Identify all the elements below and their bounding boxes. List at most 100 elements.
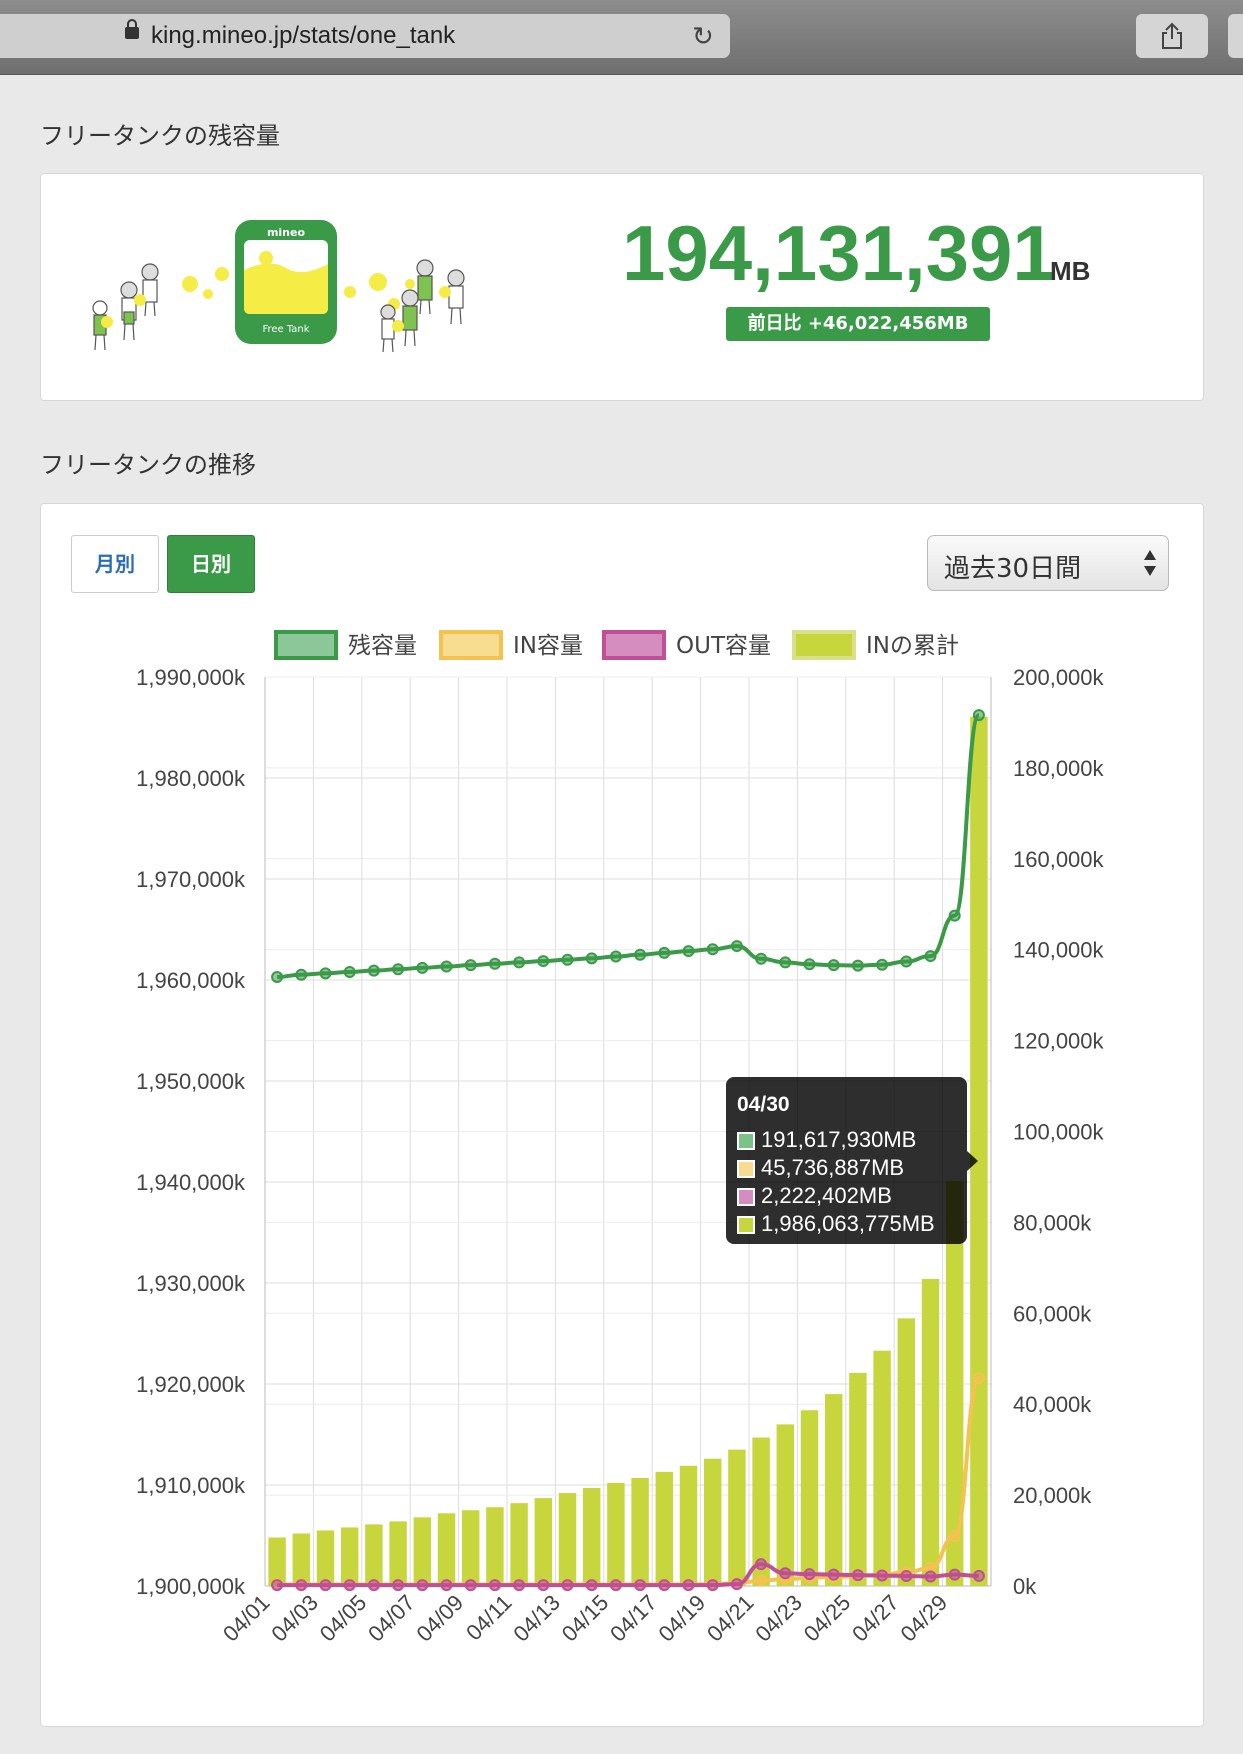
bar-in-cumulative <box>679 1465 698 1586</box>
remaining-point <box>924 950 937 963</box>
out-capacity-point <box>924 1570 937 1583</box>
chart-tooltip: 04/30 191,617,930MB 45,736,887MB 2,222,4… <box>726 1077 978 1244</box>
legend-label: IN容量 <box>513 633 583 659</box>
x-tick-label: 04/19 <box>654 1590 711 1647</box>
tooltip-value-in: 45,736,887MB <box>761 1155 905 1180</box>
x-tick-label: 04/17 <box>605 1590 662 1647</box>
bar-in-cumulative <box>728 1449 746 1586</box>
address-bar[interactable] <box>0 14 730 58</box>
out-capacity-point <box>367 1579 380 1592</box>
remaining-point <box>948 909 961 922</box>
bar-in-cumulative <box>945 1180 964 1586</box>
y-left-tick-label: 1,920,000k <box>136 1372 246 1397</box>
out-capacity-point <box>271 1579 284 1592</box>
y-right-tick-label: 200,000k <box>1013 665 1105 690</box>
in-capacity-point <box>755 1574 768 1587</box>
out-capacity-point <box>779 1567 792 1580</box>
bar-in-cumulative <box>655 1471 674 1586</box>
y-left-tick-label: 1,910,000k <box>136 1473 246 1498</box>
bar-in-cumulative <box>800 1410 819 1586</box>
bar-in-cumulative <box>703 1458 722 1586</box>
remaining-point <box>392 963 405 976</box>
y-left-tick-label: 1,990,000k <box>136 665 246 690</box>
bar-in-cumulative <box>824 1394 843 1586</box>
range-select[interactable]: 過去30日間 <box>927 535 1169 591</box>
x-tick-label: 04/03 <box>266 1590 323 1647</box>
y-right-tick-label: 100,000k <box>1013 1120 1105 1145</box>
tooltip-title: 04/30 <box>737 1093 790 1116</box>
bar-in-cumulative <box>292 1533 311 1586</box>
remaining-point <box>900 955 913 968</box>
remaining-point <box>416 961 429 974</box>
remaining-point <box>972 709 985 722</box>
out-capacity-point <box>488 1579 501 1592</box>
y-right-tick-label: 160,000k <box>1013 847 1105 872</box>
bar-in-cumulative <box>413 1517 432 1586</box>
remaining-point <box>271 970 284 983</box>
bar-in-cumulative <box>849 1372 867 1586</box>
remaining-section-title: フリータンクの残容量 <box>40 122 280 150</box>
bar-in-cumulative <box>873 1350 891 1586</box>
free-tank-illustration: mineo Free Tank <box>92 220 465 353</box>
remaining-point <box>658 946 671 959</box>
remaining-capacity-value: 194,131,391 <box>622 209 1056 297</box>
out-capacity-point <box>682 1579 695 1592</box>
out-capacity-point <box>851 1569 864 1582</box>
url-text[interactable]: king.mineo.jp/stats/one_tank <box>151 22 456 49</box>
remaining-point <box>755 952 768 965</box>
y-left-tick-label: 1,970,000k <box>136 867 246 892</box>
remaining-point <box>343 965 356 978</box>
bar-in-cumulative <box>340 1527 359 1586</box>
bar-in-cumulative <box>752 1437 770 1586</box>
bar-in-cumulative <box>631 1477 649 1586</box>
tooltip-swatch-remaining <box>737 1132 755 1150</box>
bar-in-cumulative <box>510 1503 528 1586</box>
tooltip-value-out: 2,222,402MB <box>761 1183 892 1208</box>
remaining-point <box>464 959 477 972</box>
out-capacity-point <box>706 1579 719 1592</box>
out-capacity-point <box>464 1579 477 1592</box>
remaining-point <box>827 959 840 972</box>
remaining-point <box>367 964 380 977</box>
x-tick-label: 04/07 <box>363 1590 420 1647</box>
y-right-tick-label: 140,000k <box>1013 938 1105 963</box>
remaining-point <box>876 958 889 971</box>
out-capacity-point <box>634 1579 647 1592</box>
legend-label: INの累計 <box>866 633 959 659</box>
remaining-point <box>295 968 308 981</box>
share-button[interactable] <box>1136 14 1208 58</box>
tabs-button[interactable] <box>1228 14 1243 58</box>
out-capacity-point <box>900 1570 913 1583</box>
y-left-tick-label: 1,930,000k <box>136 1271 246 1296</box>
out-capacity-point <box>561 1579 574 1592</box>
bar-in-cumulative <box>897 1318 916 1586</box>
out-capacity-point <box>827 1568 840 1581</box>
bar-in-cumulative <box>365 1524 383 1586</box>
y-right-tick-label: 80,000k <box>1013 1210 1092 1235</box>
share-icon <box>1162 22 1182 49</box>
legend-label: OUT容量 <box>676 633 771 659</box>
remaining-point <box>440 960 453 973</box>
bar-in-cumulative <box>486 1507 504 1586</box>
reload-icon[interactable]: ↻ <box>692 22 714 52</box>
browser-toolbar: king.mineo.jp/stats/one_tank ↻ <box>0 0 1243 75</box>
y-right-tick-label: 20,000k <box>1013 1483 1092 1508</box>
out-capacity-point <box>609 1579 622 1592</box>
tooltip-swatch-in <box>737 1160 755 1178</box>
tab-daily[interactable]: 日別 <box>167 535 255 593</box>
bar-in-cumulative <box>582 1488 601 1586</box>
tab-monthly[interactable]: 月別 <box>71 535 159 593</box>
y-left-tick-label: 1,960,000k <box>136 968 246 993</box>
out-capacity-point <box>948 1568 961 1581</box>
remaining-point <box>803 958 816 971</box>
out-capacity-point <box>658 1579 671 1592</box>
out-capacity-point <box>537 1579 550 1592</box>
remaining-point <box>585 952 598 965</box>
remaining-point <box>730 940 743 953</box>
legend-swatch <box>602 630 666 660</box>
remaining-point <box>682 945 695 958</box>
remaining-card <box>40 173 1204 401</box>
bar-in-cumulative <box>776 1424 795 1586</box>
remaining-point <box>488 957 501 970</box>
daily-diff-badge: 前日比 +46,022,456MB <box>726 307 990 341</box>
